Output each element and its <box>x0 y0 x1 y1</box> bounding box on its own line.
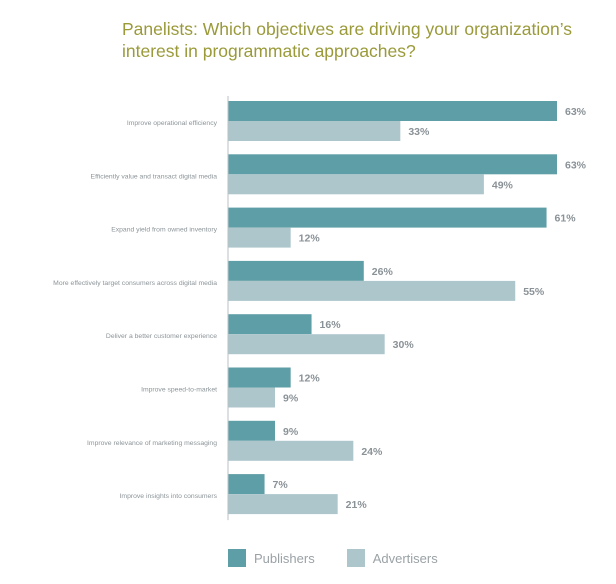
bar-publishers <box>228 154 557 175</box>
bars-layer: Improve operational efficiency 63% 33% Effi… <box>53 101 587 515</box>
category-label: More effectively target consumers across… <box>53 280 217 287</box>
data-label: 24% <box>361 446 383 458</box>
legend-swatch-publishers <box>228 549 246 567</box>
legend: Publishers Advertisers <box>228 548 470 568</box>
category-label: Improve relevance of marketing messaging <box>87 440 217 447</box>
bar-advertisers <box>228 387 275 408</box>
data-label: 33% <box>408 126 430 138</box>
legend-label-publishers: Publishers <box>254 550 315 566</box>
category-label: Efficiently value and transact digital m… <box>91 173 218 180</box>
bar-advertisers <box>228 280 516 301</box>
data-label: 21% <box>346 499 368 511</box>
data-label: 7% <box>273 479 289 491</box>
bar-advertisers <box>228 174 484 195</box>
data-label: 63% <box>565 159 587 171</box>
data-label: 9% <box>283 426 299 438</box>
bar-publishers <box>228 260 364 281</box>
data-label: 55% <box>523 286 545 298</box>
legend-swatch-advertisers <box>346 549 365 567</box>
category-label: Expand yield from owned inventory <box>111 227 217 234</box>
data-label: 63% <box>565 106 587 118</box>
legend-label-advertisers: Advertisers <box>372 550 438 566</box>
data-label: 49% <box>492 179 514 191</box>
bar-advertisers <box>228 494 338 515</box>
data-label: 61% <box>555 213 577 225</box>
bar-advertisers <box>228 121 401 141</box>
bar-advertisers <box>228 227 291 248</box>
category-label: Improve insights into consumers <box>120 493 218 500</box>
bar-publishers <box>228 207 547 228</box>
category-label: Deliver a better customer experience <box>106 333 217 340</box>
bar-advertisers <box>228 440 354 461</box>
data-label: 9% <box>283 393 299 405</box>
data-label: 16% <box>320 319 342 331</box>
category-label: Improve speed-to-market <box>141 387 217 394</box>
legend-item-publishers: Publishers <box>228 549 315 567</box>
bar-publishers <box>228 101 557 121</box>
bar-publishers <box>228 420 275 441</box>
chart-title: Panelists: Which objectives are driving … <box>122 19 573 61</box>
data-label: 12% <box>299 233 321 245</box>
data-label: 12% <box>299 373 321 385</box>
category-label: Improve operational efficiency <box>127 120 218 127</box>
bar-publishers <box>228 474 265 495</box>
bar-publishers <box>228 314 312 335</box>
data-label: 30% <box>393 339 415 351</box>
legend-item-advertisers: Advertisers <box>346 549 438 567</box>
bar-advertisers <box>228 334 385 355</box>
data-label: 26% <box>372 266 394 278</box>
bar-publishers <box>228 367 291 388</box>
